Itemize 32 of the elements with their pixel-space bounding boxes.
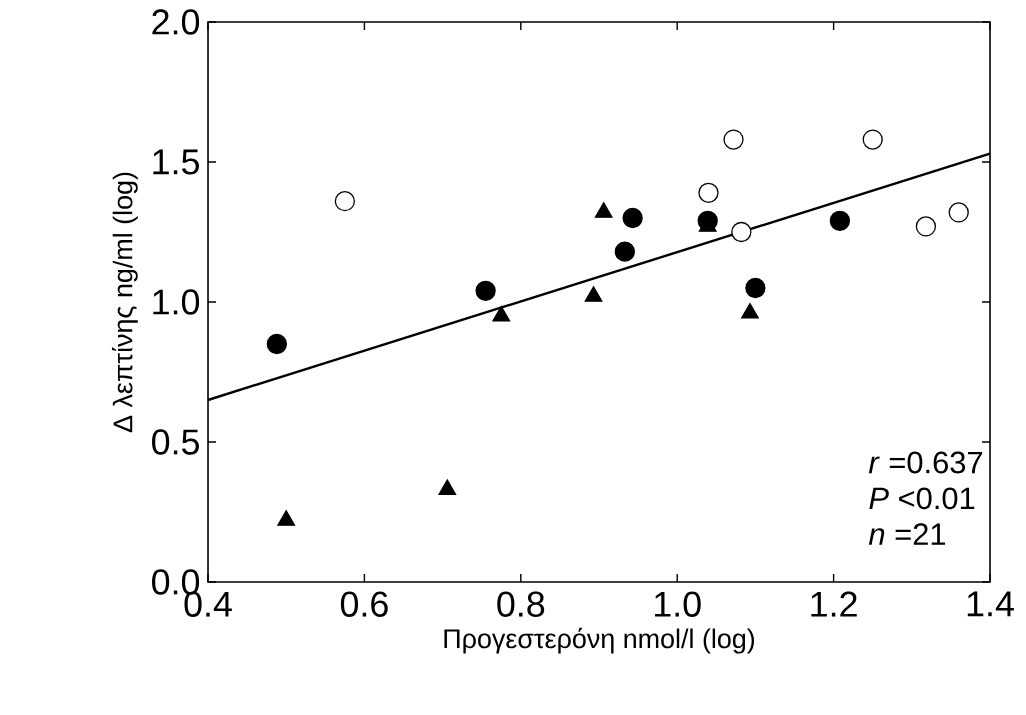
x-tick-label: 1.2: [811, 591, 857, 617]
annotation: P <0.01: [869, 487, 975, 510]
x-tick-label: 1.0: [655, 591, 701, 617]
point: [731, 221, 752, 243]
y-tick-label: 2.0: [152, 9, 200, 35]
point: [266, 333, 287, 355]
point: [475, 280, 496, 301]
point: [915, 216, 937, 237]
point: [741, 303, 759, 319]
y-tick-label: 1.0: [153, 289, 200, 315]
point: [723, 129, 744, 150]
y-axis-title: Δ λεπτίνης ng/ml (log): [111, 172, 138, 433]
point: [622, 207, 643, 229]
point: [584, 286, 603, 302]
x-tick-label: 0.8: [497, 591, 545, 617]
annotation: n =21: [868, 523, 946, 545]
point: [862, 129, 883, 150]
x-tick-label: 0.6: [340, 591, 388, 617]
point: [948, 202, 969, 223]
point: [698, 182, 719, 203]
y-tick-label: 0.5: [152, 429, 199, 455]
point: [334, 191, 356, 212]
point: [438, 479, 457, 495]
point: [492, 305, 511, 322]
x-axis-title: Προγεστερόνη nmol/l (log): [444, 627, 755, 654]
point: [614, 241, 635, 262]
point: [745, 277, 766, 299]
x-tick-label: 1.4: [967, 591, 1014, 617]
annotation: r =0.637: [868, 451, 983, 474]
point: [829, 210, 851, 231]
y-tick-label: 1.5: [153, 149, 199, 175]
point: [277, 510, 296, 526]
